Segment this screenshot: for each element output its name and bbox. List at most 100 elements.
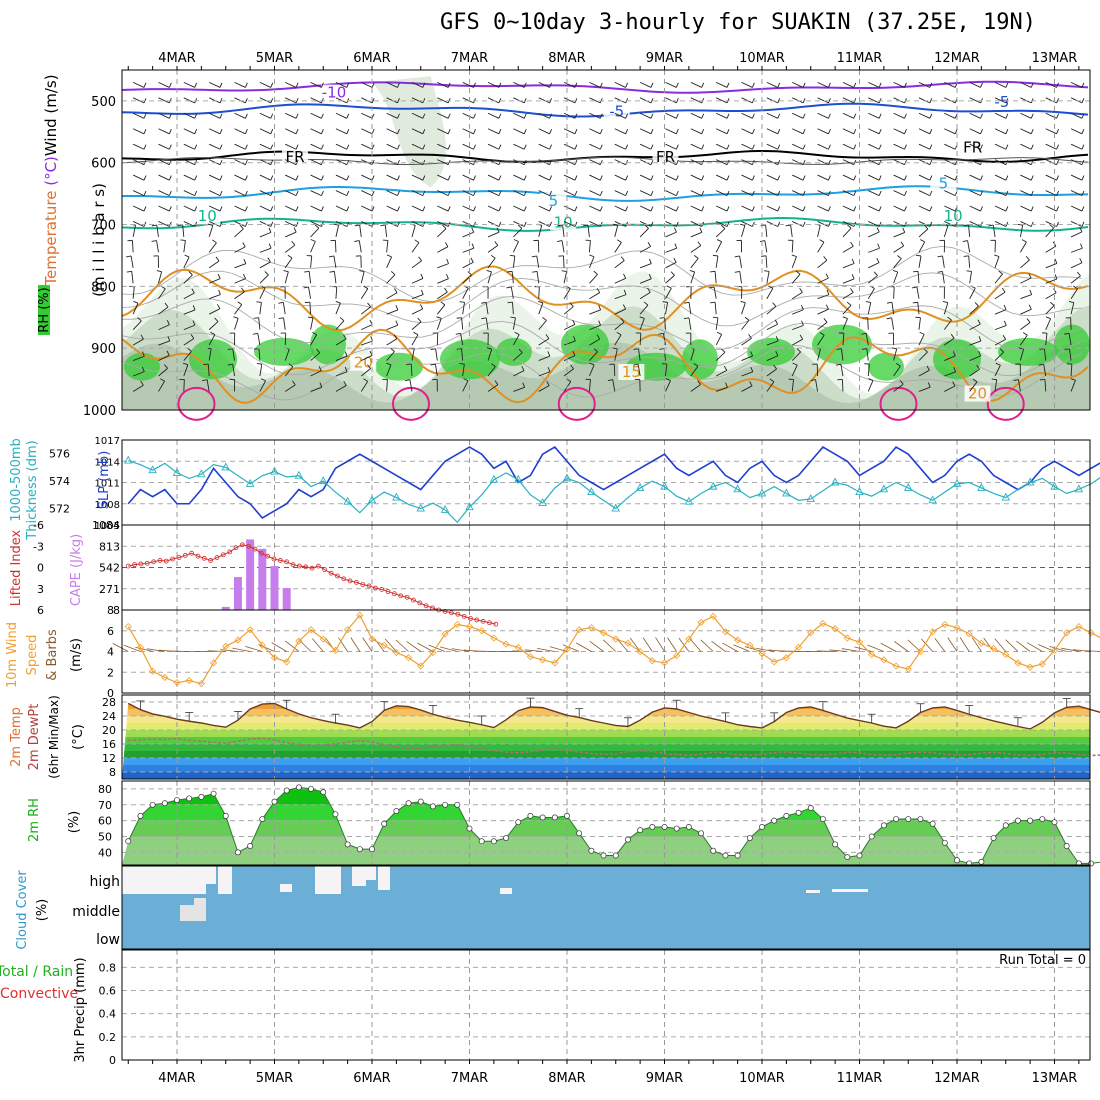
wind-barb-flag <box>937 270 943 273</box>
wind-barb <box>411 348 415 361</box>
x-tick-label-bottom: 7MAR <box>451 1071 488 1086</box>
y-tick-label-temp: 20 <box>102 724 116 737</box>
panel-profile <box>121 69 1091 411</box>
wind-barb-flag <box>513 239 519 242</box>
thickness-marker <box>489 474 499 483</box>
wind-barb <box>817 190 829 197</box>
wind-barb <box>132 205 145 212</box>
wind-barb-flag <box>1029 289 1033 295</box>
wind-barb-flag <box>1030 82 1034 88</box>
wind-barb-flag <box>1030 113 1034 119</box>
li-marker <box>360 582 366 587</box>
wind-barb-flag <box>473 129 476 134</box>
li-marker <box>347 578 353 584</box>
thickness-marker <box>903 483 913 491</box>
wind-barb <box>817 321 828 330</box>
temp-band <box>122 723 1090 730</box>
wind-barb <box>411 128 424 135</box>
wind-barb-flag <box>239 224 244 230</box>
wind-barb <box>234 205 246 212</box>
wind-barb <box>335 143 347 150</box>
wind-barb-flag <box>397 206 400 212</box>
thickness-marker <box>952 478 962 487</box>
wind-barb-flag <box>1005 206 1009 212</box>
wind-barb <box>563 174 576 181</box>
wind-barb <box>259 190 271 197</box>
rh-marker <box>868 833 875 840</box>
wind-barb <box>969 112 981 119</box>
wind-barb <box>361 340 373 346</box>
wind-barb <box>891 302 895 315</box>
thickness-marker <box>318 476 328 485</box>
wind-barb <box>386 221 398 227</box>
wind-barb <box>234 263 246 269</box>
wind-barb <box>690 271 696 284</box>
wind-barb <box>462 287 469 299</box>
wind-barb-flag <box>133 300 139 304</box>
cloud-level-label: low <box>96 932 120 948</box>
wind-barb-10m <box>575 642 592 652</box>
wind-barb <box>208 205 221 212</box>
wind-barb <box>868 159 880 166</box>
rh-moist-area <box>868 352 904 381</box>
wind-barb-flag <box>802 190 806 196</box>
wind-speed-marker <box>356 611 364 619</box>
wind-barb <box>234 318 239 330</box>
wind-speed-marker <box>1063 629 1071 637</box>
li-marker <box>392 591 397 597</box>
wind-barb-flag <box>886 301 893 304</box>
wind-barb-flag <box>937 255 943 258</box>
wind-barb-flag <box>878 113 882 119</box>
x-tick-label-top: 7MAR <box>451 51 488 66</box>
wind-barb-flag <box>531 255 537 258</box>
wind-barb <box>589 128 601 135</box>
wind-barb <box>893 112 905 119</box>
rh-marker <box>283 787 290 794</box>
wind-barb <box>538 221 550 227</box>
wind-barb <box>817 259 828 269</box>
wind-barb <box>817 97 829 104</box>
wind-barb-flag <box>295 82 299 88</box>
wind-speed-marker <box>636 647 644 656</box>
wind-barb-flag <box>253 317 259 319</box>
wind-speed-marker <box>526 653 535 661</box>
thickness-marker <box>830 477 840 486</box>
rh-marker <box>661 824 668 830</box>
wind-barb <box>234 128 246 135</box>
wind-speed-marker <box>709 612 717 620</box>
x-tick-label-bottom: 13MAR <box>1032 1071 1078 1086</box>
wind-barb <box>817 308 829 315</box>
wind-speed-marker <box>807 629 815 637</box>
wind-barb-flag <box>851 258 855 264</box>
wind-barb-flag <box>523 159 527 165</box>
wind-barb-flag <box>1002 334 1006 340</box>
thickness-marker <box>635 483 645 491</box>
wind-barb <box>662 333 666 346</box>
wind-barb-flag <box>471 227 475 233</box>
wind-barb <box>437 263 449 269</box>
wind-barb-flag <box>826 289 830 295</box>
wind-barb <box>285 231 297 238</box>
wind-barb-flag <box>486 270 492 273</box>
thickness-marker <box>879 484 889 493</box>
wind-barb <box>868 143 880 150</box>
wind-speed-marker <box>685 635 693 643</box>
wind-barb-flag <box>202 379 208 382</box>
wind-barb-flag <box>481 317 487 320</box>
wind-barb-flag <box>397 144 400 150</box>
wind-barb-10m <box>112 643 129 652</box>
wind-barb-flag <box>675 98 679 104</box>
wind-barb-10m <box>829 649 848 652</box>
y-tick-label-wind: 6 <box>107 625 114 638</box>
wind-barb <box>563 205 576 212</box>
contour-label-bg <box>940 208 967 225</box>
wind-barb-10m <box>722 642 738 652</box>
wind-barb-flag <box>810 379 816 382</box>
wind-barb-flag <box>596 334 601 340</box>
wind-barb-flag <box>430 348 436 350</box>
wind-barb <box>994 174 1007 181</box>
wind-barb <box>132 225 136 237</box>
wind-barb-flag <box>865 301 871 303</box>
wind-barb-flag <box>675 159 679 165</box>
wind-speed-marker <box>392 648 400 657</box>
